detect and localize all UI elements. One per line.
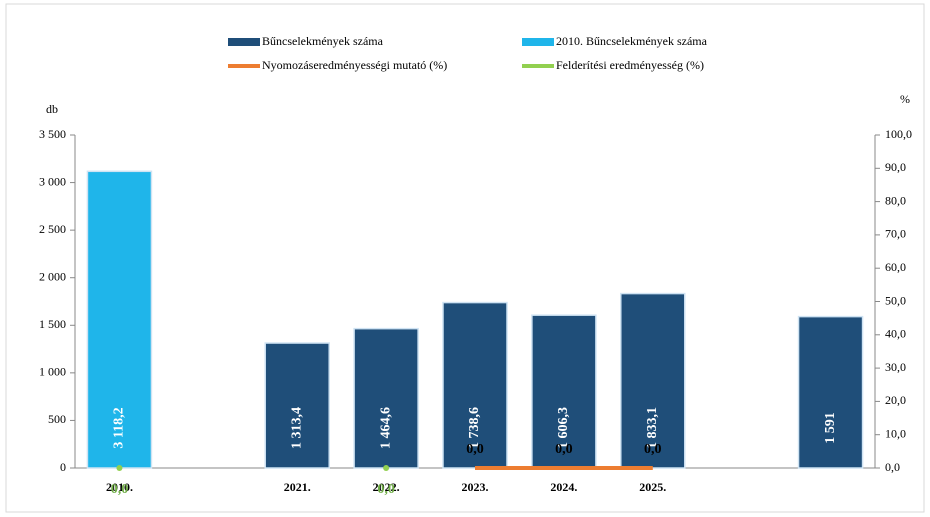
x-tick-label: 2022. xyxy=(373,480,400,494)
y-tick-label: 2 000 xyxy=(39,269,66,283)
bar xyxy=(620,292,686,469)
x-tick-label: 2024. xyxy=(550,480,577,494)
y2-tick-label: 50,0 xyxy=(885,293,906,307)
legend-label: Felderítési eredményesség (%) xyxy=(556,58,704,72)
y2-tick-label: 10,0 xyxy=(885,426,906,440)
y2-axis-label: % xyxy=(900,92,910,106)
y-tick-label: 1 500 xyxy=(39,317,66,331)
bar-value-label: 1 833,1 xyxy=(645,407,660,449)
y2-tick-label: 0,0 xyxy=(885,460,900,474)
y2-tick-label: 70,0 xyxy=(885,227,906,241)
legend-swatch xyxy=(522,38,554,46)
legend-swatch xyxy=(228,38,260,46)
bar xyxy=(86,170,153,469)
bar xyxy=(264,342,330,469)
bar-value-label: 1 591 xyxy=(823,412,838,444)
y-tick-label: 0 xyxy=(60,460,66,474)
y2-tick-label: 60,0 xyxy=(885,260,906,274)
bar xyxy=(353,327,419,469)
bar xyxy=(531,314,597,469)
bar-value-label: 1 606,3 xyxy=(556,407,571,449)
point xyxy=(116,465,123,471)
legend-label: 2010. Bűncselekmények száma xyxy=(556,34,708,48)
y-tick-label: 3 500 xyxy=(39,127,66,141)
bar-value-label: 1 464,6 xyxy=(378,407,393,449)
x-tick-label: 2010. xyxy=(106,480,133,494)
bar-value-label: 1 313,4 xyxy=(289,407,304,449)
line-value-label: 0,0 xyxy=(377,482,395,497)
line-value-label: 0,0 xyxy=(111,482,129,497)
x-tick-label: 2023. xyxy=(462,480,489,494)
line-value-label: 0,0 xyxy=(466,442,484,457)
y2-tick-label: 20,0 xyxy=(885,393,906,407)
bar xyxy=(442,301,508,469)
y2-tick-label: 100,0 xyxy=(885,127,912,141)
line-value-label: 0,0 xyxy=(555,442,573,457)
bar-value-label: 1 738,6 xyxy=(467,407,482,449)
line-value-label: 0,0 xyxy=(644,442,662,457)
bar-value-label: 3 118,2 xyxy=(112,407,127,448)
y-axis-label: db xyxy=(46,102,58,116)
x-tick-label: 2021. xyxy=(284,480,311,494)
y2-tick-label: 30,0 xyxy=(885,360,906,374)
y-tick-label: 3 000 xyxy=(39,174,66,188)
y2-tick-label: 40,0 xyxy=(885,327,906,341)
legend-label: Bűncselekmények száma xyxy=(262,34,384,48)
legend-label: Nyomozáseredményességi mutató (%) xyxy=(262,58,447,72)
y2-tick-label: 90,0 xyxy=(885,160,906,174)
y2-tick-label: 80,0 xyxy=(885,193,906,207)
bar xyxy=(797,315,864,469)
y-tick-label: 1 000 xyxy=(39,365,66,379)
y-tick-label: 500 xyxy=(48,412,66,426)
x-tick-label: 2025. xyxy=(639,480,666,494)
y-tick-label: 2 500 xyxy=(39,222,66,236)
point xyxy=(383,465,390,471)
